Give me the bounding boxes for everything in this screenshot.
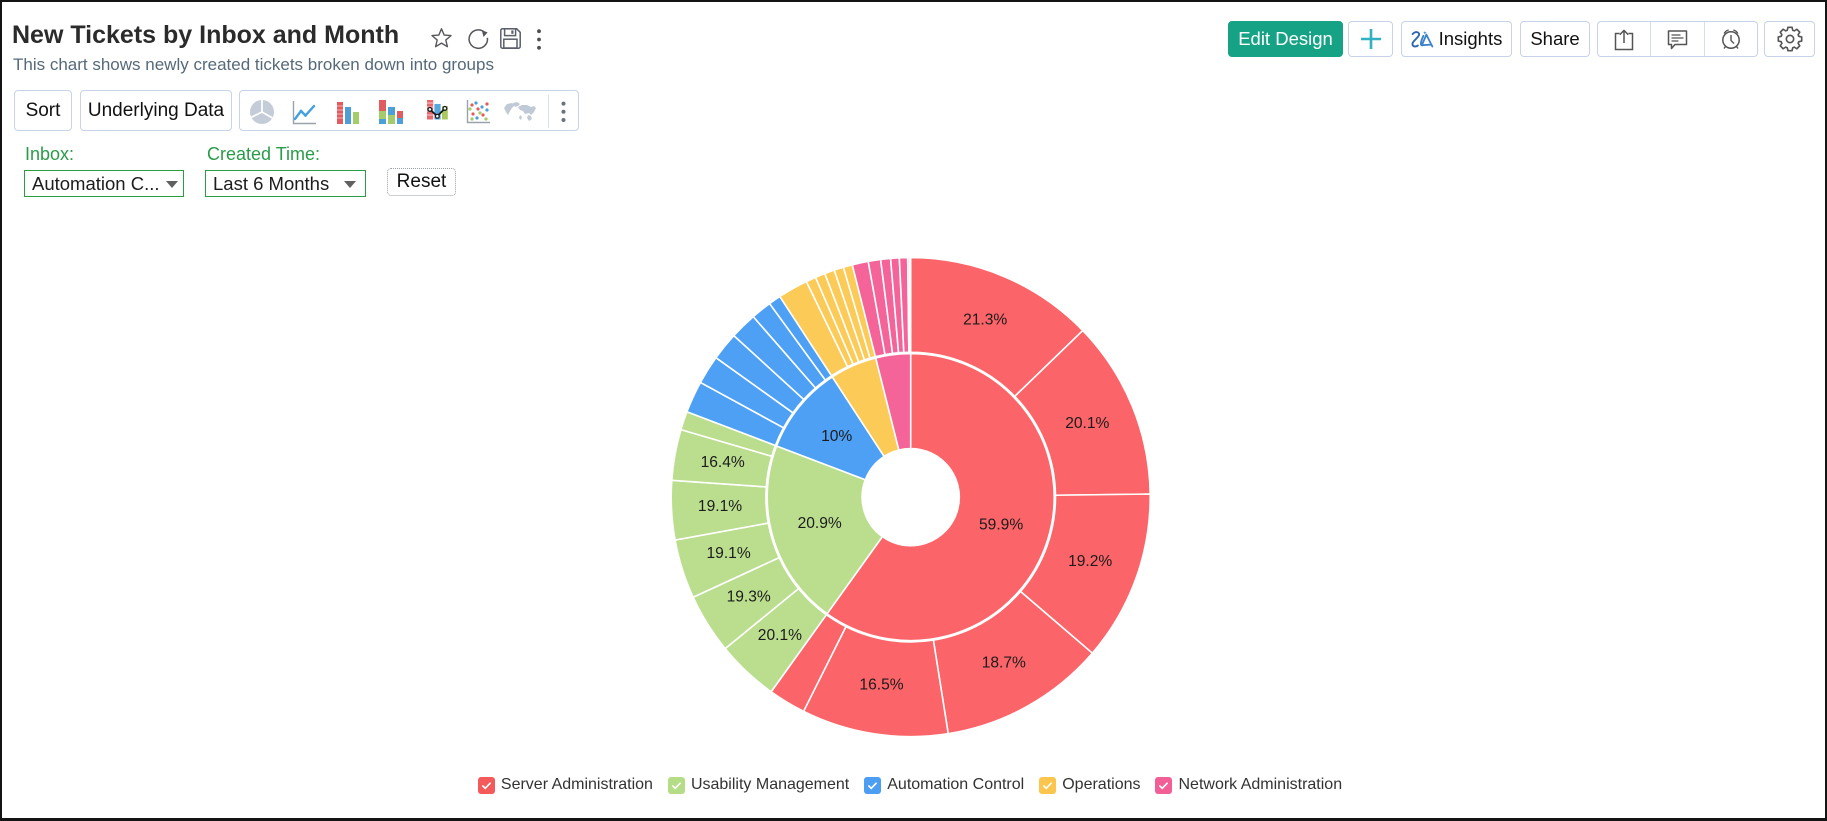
svg-text:18.7%: 18.7% [982,654,1026,671]
svg-text:10%: 10% [821,428,852,445]
svg-text:21.3%: 21.3% [963,312,1007,329]
svg-text:19.1%: 19.1% [706,545,750,562]
svg-text:20.9%: 20.9% [798,515,842,532]
svg-text:20.1%: 20.1% [1065,415,1109,432]
svg-text:16.5%: 16.5% [859,676,903,693]
svg-text:19.1%: 19.1% [698,498,742,515]
svg-text:19.3%: 19.3% [727,589,771,606]
svg-text:20.1%: 20.1% [758,627,802,644]
svg-text:19.2%: 19.2% [1068,553,1112,570]
svg-text:16.4%: 16.4% [701,454,745,471]
svg-text:59.9%: 59.9% [979,517,1023,534]
